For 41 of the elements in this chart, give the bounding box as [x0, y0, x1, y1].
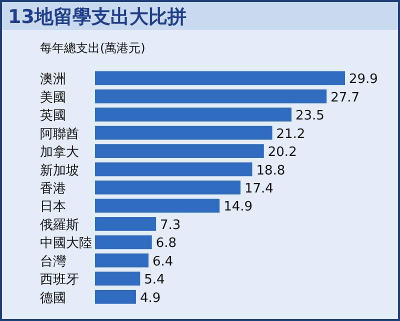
chart-subtitle: 每年總支出(萬港元) — [40, 41, 146, 55]
y-tick-label: 台灣 — [40, 254, 66, 270]
data-label: 6.8 — [156, 236, 177, 252]
data-label: 20.2 — [268, 145, 297, 160]
data-label: 17.4 — [244, 182, 274, 196]
bar — [95, 272, 140, 286]
bar — [95, 198, 220, 213]
bar — [95, 89, 327, 104]
y-tick-label: 美國 — [40, 89, 66, 106]
data-label: 23.5 — [295, 108, 324, 124]
data-label: 14.9 — [224, 200, 253, 215]
bar — [95, 235, 152, 250]
y-tick-label: 香港 — [40, 182, 66, 196]
y-tick-label: 日本 — [40, 200, 66, 215]
data-label: 6.4 — [152, 254, 174, 270]
bar — [95, 126, 272, 140]
bar — [95, 108, 292, 122]
data-label: 4.9 — [140, 290, 161, 306]
bar — [95, 144, 264, 158]
data-label: 7.3 — [160, 218, 181, 233]
bar — [95, 71, 345, 86]
y-tick-label: 德國 — [40, 290, 66, 306]
y-tick-label: 中國大陸 — [40, 236, 92, 252]
chart-title: 13地留學支出大比拼 — [8, 6, 186, 28]
bar — [95, 162, 252, 176]
y-tick-label: 新加坡 — [40, 163, 79, 178]
bar — [95, 253, 149, 268]
data-label: 5.4 — [144, 272, 165, 288]
y-tick-label: 阿聯酋 — [40, 126, 79, 142]
data-label: 27.7 — [330, 90, 360, 106]
data-label: 18.8 — [256, 163, 286, 178]
y-tick-label: 加拿大 — [40, 145, 79, 160]
bar — [95, 217, 156, 231]
data-label: 29.9 — [349, 72, 378, 88]
data-label: 21.2 — [276, 126, 306, 142]
bar — [95, 180, 240, 194]
y-tick-label: 澳洲 — [40, 72, 66, 88]
y-tick-label: 西班牙 — [40, 272, 79, 288]
bar — [95, 290, 136, 304]
y-tick-label: 英國 — [40, 108, 66, 124]
y-tick-label: 俄羅斯 — [40, 218, 79, 233]
